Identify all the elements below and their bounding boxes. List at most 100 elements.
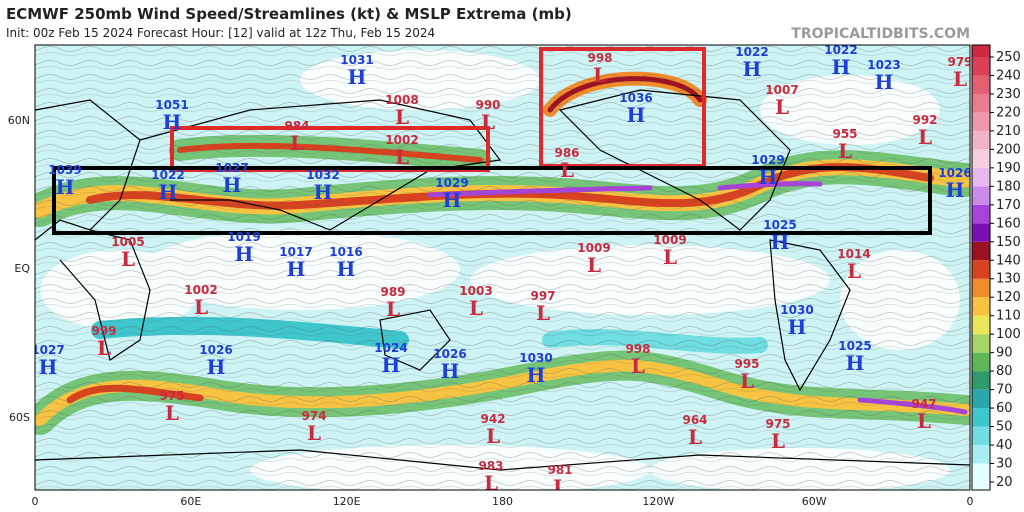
x-axis-label: 0 bbox=[32, 495, 39, 508]
colorbar-cell bbox=[972, 260, 990, 279]
colorbar-cell bbox=[972, 334, 990, 353]
pressure-letter: L bbox=[593, 63, 607, 87]
colorbar-tick-label: 20 bbox=[996, 475, 1013, 490]
pressure-value: 942 bbox=[480, 412, 505, 426]
colorbar-tick-label: 190 bbox=[996, 161, 1021, 176]
pressure-letter: L bbox=[536, 301, 550, 325]
pressure-value: 1030 bbox=[780, 303, 813, 317]
colorbar-tick-label: 120 bbox=[996, 290, 1021, 305]
colorbar-tick-label: 100 bbox=[996, 327, 1021, 342]
pressure-letter: H bbox=[337, 257, 356, 281]
pressure-letter: H bbox=[207, 355, 226, 379]
pressure-letter: L bbox=[395, 145, 409, 169]
colorbar-cell bbox=[972, 445, 990, 464]
map-frame bbox=[34, 44, 971, 491]
colorbar-tick-label: 110 bbox=[996, 309, 1021, 324]
pressure-value: 1030 bbox=[519, 351, 552, 365]
y-axis-label: EQ bbox=[14, 262, 30, 275]
pressure-letter: L bbox=[631, 354, 645, 378]
colorbar-cell bbox=[972, 352, 990, 372]
pressure-letter: H bbox=[832, 55, 851, 79]
pressure-value: 955 bbox=[832, 127, 857, 141]
pressure-value: 1031 bbox=[340, 53, 373, 67]
colorbar-tick-label: 180 bbox=[996, 179, 1021, 194]
pressure-value: 979 bbox=[947, 55, 972, 69]
colorbar-cell bbox=[972, 93, 990, 113]
pressure-letter: L bbox=[481, 110, 495, 134]
colorbar-cell bbox=[972, 75, 990, 94]
x-axis-label: 0 bbox=[967, 495, 974, 508]
colorbar-tick-label: 170 bbox=[996, 198, 1021, 213]
colorbar-cell bbox=[972, 149, 990, 168]
colorbar-cell bbox=[972, 186, 990, 205]
colorbar-cell bbox=[972, 112, 990, 131]
x-axis-label: 60W bbox=[802, 495, 827, 508]
colorbar-frame bbox=[971, 44, 991, 491]
colorbar-tick-label: 200 bbox=[996, 142, 1021, 157]
pressure-value: 1002 bbox=[385, 133, 418, 147]
pressure-letter: H bbox=[223, 173, 242, 197]
pressure-letter: L bbox=[838, 139, 852, 163]
x-axis-label: 120W bbox=[642, 495, 674, 508]
colorbar-cell bbox=[972, 389, 990, 409]
pressure-value: 1005 bbox=[111, 235, 144, 249]
pressure-value: 1036 bbox=[619, 91, 652, 105]
pressure-letter: L bbox=[121, 247, 135, 271]
highlight-box-subtropical-jet bbox=[52, 166, 932, 235]
colorbar-cell bbox=[972, 371, 990, 390]
title: ECMWF 250mb Wind Speed/Streamlines (kt) … bbox=[6, 5, 572, 23]
pressure-letter: H bbox=[441, 359, 460, 383]
colorbar-cell bbox=[972, 297, 990, 316]
pressure-value: 1017 bbox=[279, 245, 312, 259]
pressure-value: 1009 bbox=[577, 241, 610, 255]
pressure-value: 989 bbox=[380, 285, 405, 299]
pressure-letter: L bbox=[307, 421, 321, 445]
pressure-letter: L bbox=[97, 336, 111, 360]
pressure-letter: L bbox=[663, 245, 677, 269]
colorbar-cell bbox=[972, 278, 990, 298]
pressure-letter: L bbox=[486, 424, 500, 448]
colorbar-cell bbox=[972, 204, 990, 224]
pressure-value: 1027 bbox=[31, 343, 64, 357]
pressure-value: 1029 bbox=[435, 176, 468, 190]
pressure-value: 964 bbox=[682, 413, 707, 427]
pressure-value: 974 bbox=[301, 409, 326, 423]
colorbar-tick-label: 210 bbox=[996, 124, 1021, 139]
pressure-letter: H bbox=[946, 178, 965, 202]
y-axis-label: 60N bbox=[8, 114, 30, 127]
pressure-letter: H bbox=[287, 257, 306, 281]
colorbar-tick-label: 40 bbox=[996, 438, 1013, 453]
pressure-letter: L bbox=[165, 401, 179, 425]
pressure-value: 992 bbox=[912, 113, 937, 127]
colorbar: 20 30 40 50 60 70 80 90 100 110 120 130 140 150 160 170… bbox=[971, 44, 1021, 491]
colorbar-cell bbox=[972, 408, 990, 427]
colorbar-tick-label: 230 bbox=[996, 87, 1021, 102]
pressure-value: 975 bbox=[159, 389, 184, 403]
pressure-letter: H bbox=[56, 175, 75, 199]
pressure-value: 1026 bbox=[433, 347, 466, 361]
pressure-value: 995 bbox=[734, 357, 759, 371]
pressure-value: 1022 bbox=[735, 45, 768, 59]
pressure-value: 1026 bbox=[938, 166, 971, 180]
colorbar-tick-label: 220 bbox=[996, 105, 1021, 120]
colorbar-tick-label: 250 bbox=[996, 50, 1021, 65]
colorbar-tick-label: 150 bbox=[996, 235, 1021, 250]
y-axis-label: 60S bbox=[9, 411, 30, 424]
pressure-value: 983 bbox=[478, 459, 503, 473]
pressure-letter: L bbox=[484, 471, 498, 495]
colorbar-tick-label: 30 bbox=[996, 457, 1013, 472]
x-axis-label: 180 bbox=[492, 495, 513, 508]
colorbar-tick-label: 90 bbox=[996, 346, 1013, 361]
pressure-letter: H bbox=[527, 363, 546, 387]
pressure-value: 990 bbox=[475, 98, 500, 112]
pressure-letter: L bbox=[918, 125, 932, 149]
pressure-letter: L bbox=[740, 369, 754, 393]
pressure-value: 999 bbox=[91, 324, 116, 338]
pressure-value: 1007 bbox=[765, 83, 798, 97]
pressure-letter: L bbox=[560, 158, 574, 182]
x-axis-label: 120E bbox=[333, 495, 361, 508]
pressure-letter: H bbox=[39, 355, 58, 379]
pressure-value: 997 bbox=[530, 289, 555, 303]
pressure-value: 1014 bbox=[837, 247, 870, 261]
pressure-value: 1029 bbox=[751, 153, 784, 167]
